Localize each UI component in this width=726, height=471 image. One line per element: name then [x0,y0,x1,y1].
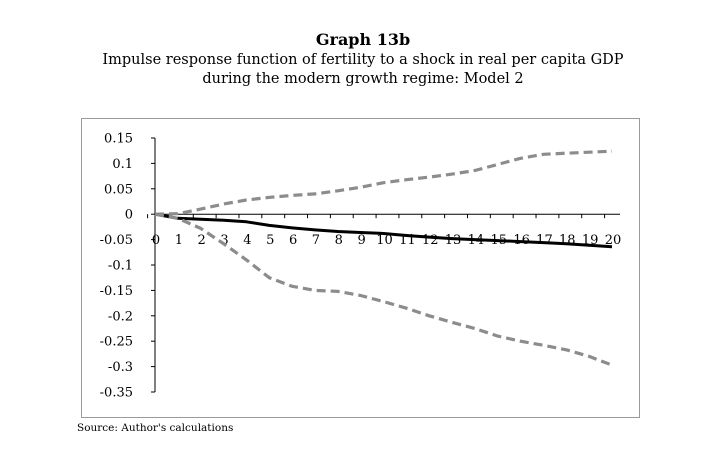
y-tick-label: 0.05 [104,182,133,197]
y-tick-label: -0.25 [100,335,133,350]
y-tick-label: -0.3 [108,360,133,375]
plot-area-border [81,118,640,418]
x-tick-label: 18 [559,233,576,248]
x-tick-label: 2 [198,233,206,248]
subtitle-line-2: during the modern growth regime: Model 2 [202,71,524,87]
x-tick-label: 5 [266,233,274,248]
y-tick-label: -0.35 [100,386,133,401]
y-tick-label: 0.1 [112,157,133,172]
x-tick-label: 20 [605,233,622,248]
y-tick-label: -0.05 [100,233,133,248]
y-axis: 0.15 0.1 0.05 0 -0.05 -0.1 -0.15 -0.2 -0.25 -0.3 -… [100,132,156,401]
y-tick-label: 0 [125,208,133,223]
x-tick-label: 0 [152,233,160,248]
x-tick-label: 1 [175,233,183,248]
x-tick-label: 9 [358,233,366,248]
x-tick-label: 7 [312,233,320,248]
impulse-response-line [154,212,613,249]
x-tick-label: 10 [376,233,393,248]
x-tick-label: 17 [536,233,553,248]
upper-bound-line [154,149,613,216]
x-tick-label: 4 [243,233,251,248]
series-lines [154,149,613,367]
source-note: Source: Author's calculations [77,422,234,434]
lower-bound-line [154,212,613,367]
y-tick-label: -0.1 [108,259,133,274]
x-tick-label: 3 [220,233,228,248]
x-tick-label: 8 [335,233,343,248]
x-tick-label: 13 [445,233,462,248]
y-tick-label: 0.15 [104,132,133,147]
chart-subtitle: Impulse response function of fertility t… [0,51,726,89]
y-tick-label: -0.2 [108,309,133,324]
chart-title: Graph 13b [315,30,411,49]
y-tick-label: -0.15 [100,284,133,299]
x-tick-label: 6 [289,233,297,248]
subtitle-line-1: Impulse response function of fertility t… [102,52,624,68]
